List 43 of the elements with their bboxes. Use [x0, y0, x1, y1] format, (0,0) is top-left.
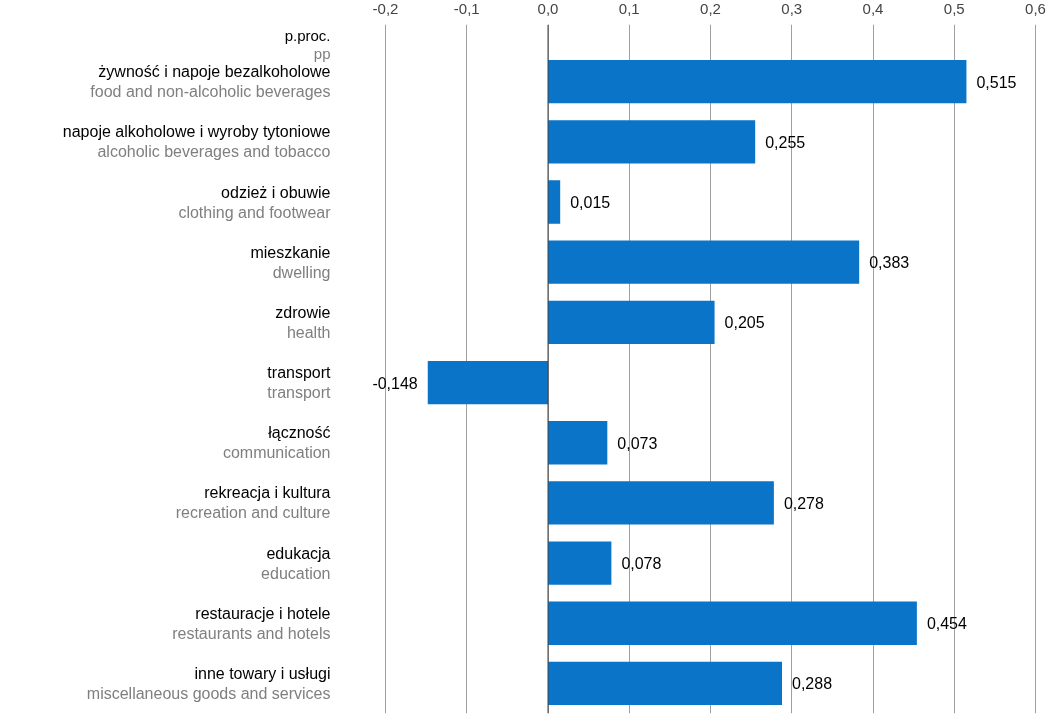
bar [548, 240, 860, 284]
data-label: -0,148 [372, 374, 418, 392]
data-label: 0,454 [926, 615, 968, 633]
y-tick-label: rekreacja i kultura recreation and culture [175, 484, 331, 522]
bar [548, 481, 774, 525]
x-tick-label: -0,2 [372, 0, 399, 17]
bar [548, 541, 612, 585]
x-tick-label: 0,0 [537, 0, 559, 17]
y-tick-label: odzież i obuwie clothing and footwear [178, 183, 332, 221]
y-tick-label: napoje alkoholowe i wyroby tytoniowe alcoholic beverages and tobacco [62, 123, 331, 161]
bar [548, 60, 967, 104]
data-label: 0,383 [869, 254, 910, 272]
y-tick-label: restauracje i hotele restaurants and hotels [172, 604, 331, 642]
y-tick-label: żywność i napoje bezalkoholowe food and non-alcoholic beverages [90, 63, 331, 101]
x-tick-label: 0,5 [943, 0, 965, 17]
x-tick-label: 0,2 [700, 0, 721, 17]
bar [427, 360, 548, 405]
data-label: 0,515 [976, 73, 1017, 91]
bar [548, 120, 756, 164]
x-tick-label: 0,6 [1025, 0, 1046, 17]
y-tick-label: mieszkanie dwelling [250, 243, 331, 281]
x-tick-label: 0,1 [618, 0, 640, 17]
y-tick-label: zdrowie health [275, 303, 331, 341]
y-tick-label: transport transport [267, 364, 332, 402]
data-label: 0,255 [765, 133, 806, 151]
data-label: 0,288 [792, 675, 833, 693]
bar [548, 661, 782, 706]
data-label: 0,278 [783, 494, 825, 512]
x-tick-label: 0,4 [862, 0, 884, 17]
y-tick-label: inne towary i usługi miscellaneous goods and services [86, 664, 331, 702]
data-label: 0,073 [617, 434, 658, 452]
data-label: 0,015 [570, 194, 611, 212]
bar [548, 601, 917, 645]
y-tick-label: edukacja education [261, 544, 331, 582]
bar [548, 180, 561, 224]
x-tick-label: -0,1 [453, 0, 480, 17]
y-tick-label: łączność communication [222, 424, 331, 462]
data-label: 0,205 [724, 314, 765, 332]
x-axis-title: p.proc. pp [284, 27, 331, 63]
data-label: 0,078 [621, 555, 662, 573]
x-tick-label: 0,3 [781, 0, 803, 17]
bar [548, 300, 715, 345]
bar [548, 421, 608, 465]
